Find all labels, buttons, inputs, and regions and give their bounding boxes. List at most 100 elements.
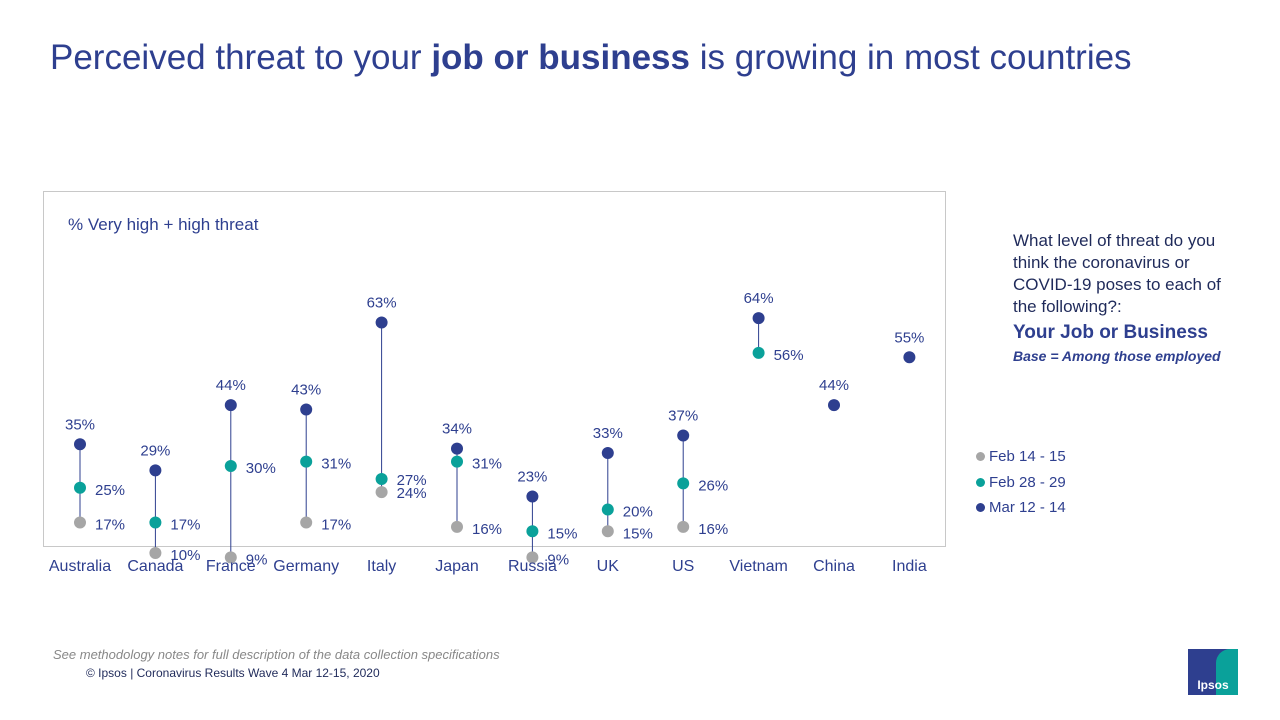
dot-mar-12-14-france — [224, 399, 237, 412]
dot-feb-28-29-vietnam — [752, 346, 765, 359]
category-label-india: India — [892, 558, 927, 575]
dot-feb-14-15-germany — [300, 516, 313, 529]
chart-legend: Feb 14 - 15 Feb 28 - 29 Mar 12 - 14 — [976, 444, 1066, 521]
data-label-feb-14-15-australia: 17% — [95, 517, 125, 534]
legend-item-feb28: Feb 28 - 29 — [976, 470, 1066, 496]
category-label-germany: Germany — [273, 558, 339, 575]
category-label-uk: UK — [597, 558, 620, 575]
data-label-mar-12-14-australia: 35% — [65, 416, 95, 433]
category-label-italy: Italy — [367, 558, 396, 575]
data-label-mar-12-14-france: 44% — [216, 377, 246, 394]
data-label-mar-12-14-uk: 33% — [593, 425, 623, 442]
dot-feb-14-15-france — [224, 551, 237, 564]
data-label-feb-14-15-us: 16% — [698, 521, 728, 538]
logo-accent-icon — [1216, 649, 1238, 695]
category-label-australia: Australia — [49, 558, 111, 575]
y-axis-label: % Very high + high threat — [68, 215, 259, 234]
dot-mar-12-14-india — [903, 351, 916, 364]
category-label-china: China — [813, 558, 855, 575]
legend-dot-feb14-icon — [976, 452, 985, 462]
category-label-vietnam: Vietnam — [729, 558, 787, 575]
legend-dot-mar12-icon — [976, 503, 985, 513]
category-label-france: France — [206, 558, 256, 575]
ipsos-logo: Ipsos — [1188, 649, 1238, 695]
dot-mar-12-14-vietnam — [752, 312, 765, 325]
question-topic: Your Job or Business — [1013, 322, 1208, 343]
data-label-mar-12-14-germany: 43% — [291, 381, 321, 398]
dot-feb-14-15-japan — [451, 520, 463, 533]
category-label-russia: Russia — [508, 558, 557, 575]
legend-label-feb14: Feb 14 - 15 — [989, 448, 1066, 466]
dot-mar-12-14-italy — [375, 316, 388, 329]
dot-feb-28-29-russia — [526, 525, 539, 538]
question-box: What level of threat do you think the co… — [1013, 230, 1238, 366]
data-label-feb-14-15-france: 9% — [246, 551, 268, 568]
data-label-feb-28-29-japan: 31% — [472, 456, 502, 473]
data-label-feb-28-29-uk: 20% — [623, 504, 653, 521]
dot-feb-14-15-canada — [149, 547, 162, 559]
data-label-feb-14-15-russia: 9% — [547, 551, 569, 568]
dot-mar-12-14-japan — [451, 442, 463, 455]
dot-feb-14-15-russia — [526, 551, 539, 564]
data-label-feb-28-29-france: 30% — [246, 460, 276, 477]
data-label-mar-12-14-us: 37% — [668, 408, 698, 425]
dot-feb-28-29-australia — [74, 481, 86, 494]
title-suffix: is growing in most countries — [699, 38, 1132, 77]
dot-feb-14-15-italy — [375, 486, 388, 499]
data-label-feb-14-15-canada: 10% — [170, 547, 200, 564]
dot-feb-28-29-us — [677, 477, 690, 490]
data-label-mar-12-14-india: 55% — [894, 329, 924, 346]
legend-item-mar12: Mar 12 - 14 — [976, 495, 1066, 521]
data-label-mar-12-14-italy: 63% — [367, 294, 397, 311]
legend-dot-feb28-icon — [976, 477, 985, 487]
data-label-feb-14-15-germany: 17% — [321, 517, 351, 534]
dot-feb-28-29-canada — [149, 516, 162, 529]
dot-feb-28-29-france — [224, 460, 237, 472]
category-label-us: US — [672, 558, 694, 575]
dot-mar-12-14-germany — [300, 403, 313, 416]
data-label-feb-28-29-russia: 15% — [547, 525, 577, 542]
data-label-mar-12-14-china: 44% — [819, 377, 849, 394]
data-label-mar-12-14-vietnam: 64% — [744, 290, 774, 307]
data-label-feb-14-15-italy: 24% — [397, 485, 427, 502]
question-text: What level of threat do you think the co… — [1013, 231, 1221, 316]
data-label-feb-28-29-germany: 31% — [321, 456, 351, 473]
data-label-feb-28-29-vietnam: 56% — [774, 347, 804, 364]
logo-text: Ipsos — [1197, 678, 1229, 692]
data-label-feb-28-29-italy: 27% — [397, 472, 427, 489]
legend-item-feb14: Feb 14 - 15 — [976, 444, 1066, 470]
page-title: Perceived threat to your job or business… — [50, 38, 1132, 78]
dot-mar-12-14-uk — [601, 446, 614, 459]
dot-feb-28-29-italy — [375, 473, 388, 486]
dot-mar-12-14-australia — [74, 438, 86, 451]
category-label-canada: Canada — [127, 558, 183, 575]
data-label-feb-28-29-canada: 17% — [170, 517, 200, 534]
data-label-mar-12-14-japan: 34% — [442, 421, 472, 438]
data-label-feb-14-15-uk: 15% — [623, 525, 653, 542]
data-label-feb-28-29-us: 26% — [698, 477, 728, 494]
dot-feb-28-29-germany — [300, 455, 313, 468]
legend-label-feb28: Feb 28 - 29 — [989, 473, 1066, 491]
data-label-feb-14-15-japan: 16% — [472, 521, 502, 538]
methodology-note: See methodology notes for full descripti… — [53, 647, 500, 662]
question-base: Base = Among those employed — [1013, 348, 1221, 364]
data-label-feb-28-29-australia: 25% — [95, 482, 125, 499]
dot-mar-12-14-russia — [526, 490, 539, 503]
dot-feb-28-29-uk — [601, 503, 614, 516]
dot-mar-12-14-china — [828, 399, 840, 412]
dot-mar-12-14-us — [677, 429, 690, 442]
dot-feb-14-15-uk — [601, 525, 614, 538]
category-label-japan: Japan — [435, 558, 479, 575]
copyright: © Ipsos | Coronavirus Results Wave 4 Mar… — [86, 666, 380, 680]
title-prefix: Perceived threat to your — [50, 38, 422, 77]
title-bold: job or business — [431, 38, 690, 77]
dot-feb-14-15-us — [677, 520, 690, 533]
data-label-mar-12-14-russia: 23% — [517, 468, 547, 485]
data-label-mar-12-14-canada: 29% — [140, 442, 170, 459]
dot-feb-28-29-japan — [451, 455, 463, 468]
dot-mar-12-14-canada — [149, 464, 162, 477]
legend-label-mar12: Mar 12 - 14 — [989, 499, 1066, 517]
dot-feb-14-15-australia — [74, 516, 86, 529]
plot-frame — [43, 191, 946, 547]
